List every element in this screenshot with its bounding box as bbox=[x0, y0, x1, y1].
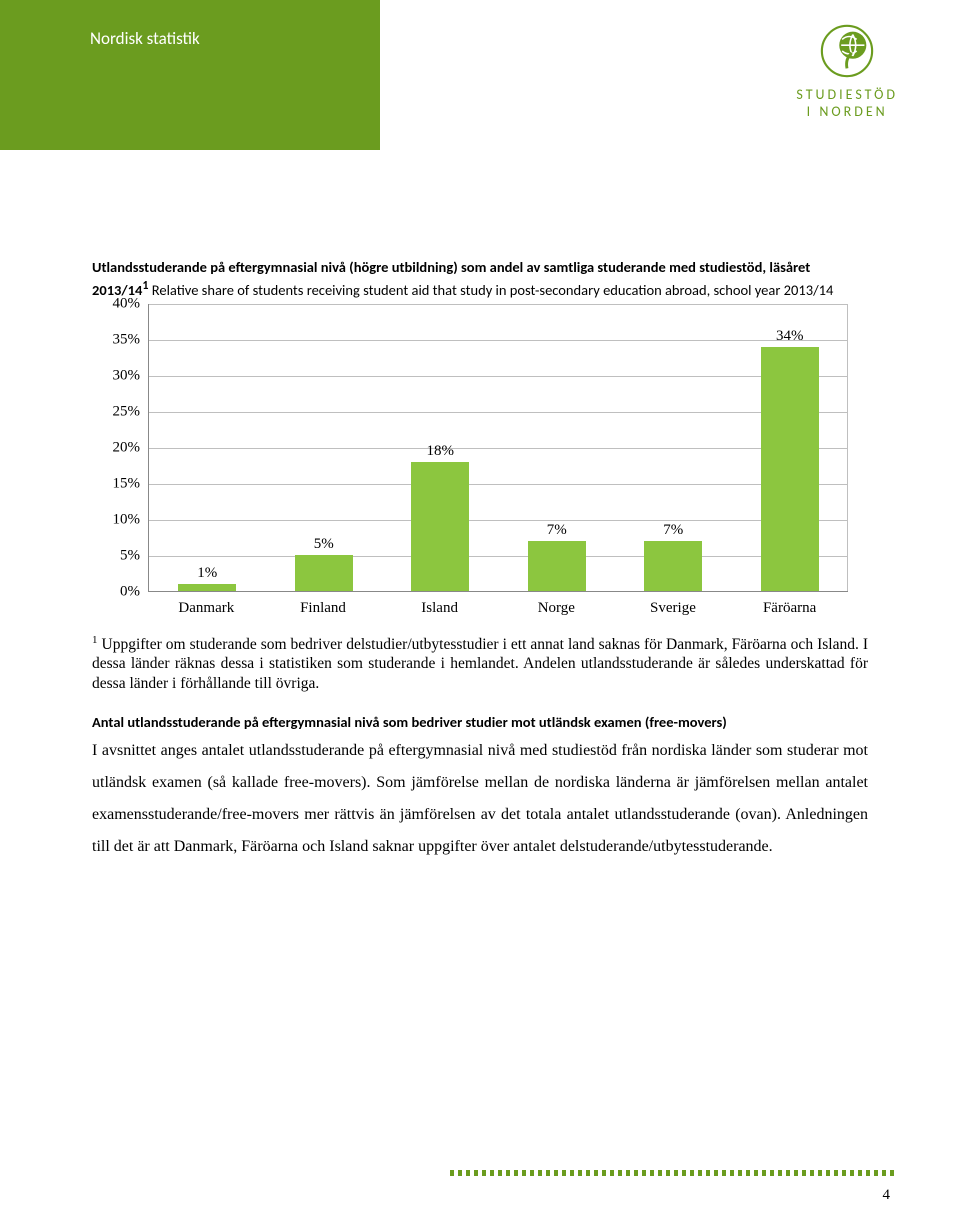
x-tick-label: Island bbox=[381, 600, 498, 617]
section-heading: Antal utlandsstuderande på eftergymnasia… bbox=[92, 713, 868, 733]
x-tick-label: Färöarna bbox=[731, 600, 848, 617]
x-tick-label: Finland bbox=[265, 600, 382, 617]
bar: 1% bbox=[178, 584, 236, 591]
y-tick-label: 10% bbox=[113, 511, 141, 528]
x-tick-label: Danmark bbox=[148, 600, 265, 617]
y-tick-label: 20% bbox=[113, 439, 141, 456]
bar: 7% bbox=[644, 541, 702, 591]
x-axis-labels: DanmarkFinlandIslandNorgeSverigeFäröarna bbox=[148, 596, 848, 624]
y-axis-labels: 0%5%10%15%20%25%30%35%40% bbox=[92, 304, 148, 592]
bar-slot: 34% bbox=[731, 304, 847, 591]
bar-slot: 5% bbox=[265, 304, 381, 591]
bar: 5% bbox=[295, 555, 353, 591]
logo-text-1: STUDIESTÖD bbox=[796, 86, 898, 103]
bar: 34% bbox=[761, 347, 819, 591]
bar: 7% bbox=[528, 541, 586, 591]
bar-slot: 7% bbox=[615, 304, 731, 591]
y-tick-label: 35% bbox=[113, 331, 141, 348]
globe-icon bbox=[818, 22, 876, 80]
chart-footnote: 1 Uppgifter om studerande som bedriver d… bbox=[92, 634, 868, 693]
header-band bbox=[0, 0, 380, 150]
y-tick-label: 5% bbox=[120, 547, 140, 564]
bar-value-label: 7% bbox=[528, 522, 586, 539]
logo-text-2: I NORDEN bbox=[796, 103, 898, 120]
y-tick-label: 25% bbox=[113, 403, 141, 420]
plot-area: 1% 5% 18% 7% 7% 34% bbox=[148, 304, 848, 592]
x-tick-label: Sverige bbox=[615, 600, 732, 617]
bar-slot: 7% bbox=[498, 304, 614, 591]
y-tick-label: 30% bbox=[113, 367, 141, 384]
content-area: Utlandsstuderande på eftergymnasial nivå… bbox=[92, 258, 868, 863]
header-title: Nordisk statistik bbox=[90, 28, 200, 49]
page-number: 4 bbox=[883, 1187, 891, 1204]
bar-value-label: 7% bbox=[644, 522, 702, 539]
footnote-text: Uppgifter om studerande som bedriver del… bbox=[92, 636, 868, 692]
bar-value-label: 1% bbox=[178, 565, 236, 582]
x-tick-label: Norge bbox=[498, 600, 615, 617]
footer-dots bbox=[450, 1170, 898, 1176]
chart-title-rest: Relative share of students receiving stu… bbox=[148, 280, 833, 298]
y-tick-label: 40% bbox=[113, 295, 141, 312]
section-body: I avsnittet anges antalet utlandsstudera… bbox=[92, 735, 868, 863]
y-tick-label: 15% bbox=[113, 475, 141, 492]
chart-title: Utlandsstuderande på eftergymnasial nivå… bbox=[92, 258, 868, 300]
bar-slot: 1% bbox=[149, 304, 265, 591]
logo: STUDIESTÖD I NORDEN bbox=[796, 22, 898, 120]
y-tick-label: 0% bbox=[120, 583, 140, 600]
bar-slot: 18% bbox=[382, 304, 498, 591]
bar-value-label: 34% bbox=[761, 328, 819, 345]
bar-value-label: 18% bbox=[411, 443, 469, 460]
bar: 18% bbox=[411, 462, 469, 591]
bar-value-label: 5% bbox=[295, 536, 353, 553]
bar-chart: 0%5%10%15%20%25%30%35%40% 1%5%18%7%7%34%… bbox=[92, 304, 852, 624]
